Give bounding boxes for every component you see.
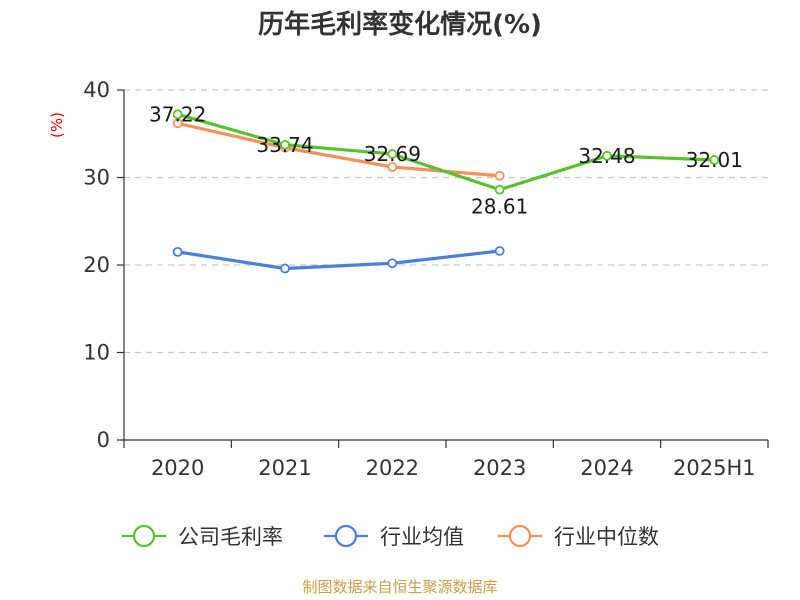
series-0	[172, 109, 720, 195]
data-point[interactable]	[280, 263, 290, 274]
data-point[interactable]	[602, 150, 612, 161]
data-point[interactable]	[280, 139, 290, 150]
y-tick-label: 40	[83, 78, 110, 102]
series-line	[177, 112, 715, 192]
data-point[interactable]	[172, 118, 183, 129]
x-tick-label: 2021	[258, 456, 311, 480]
y-tick-label: 10	[83, 341, 110, 365]
y-tick-label: 0	[97, 428, 110, 452]
legend[interactable]: 公司毛利率 行业均值 行业中位数	[122, 524, 659, 549]
series-1	[172, 246, 505, 274]
grid-lines	[124, 89, 768, 354]
legend-marker	[508, 524, 532, 548]
legend-label: 公司毛利率	[178, 525, 283, 549]
data-label: 32.01	[686, 148, 743, 172]
x-tick-label: 2020	[151, 456, 204, 480]
x-tick-label: 2023	[473, 456, 526, 480]
legend-item[interactable]: 行业中位数	[498, 524, 659, 549]
legend-item[interactable]: 行业均值	[324, 524, 464, 549]
data-point[interactable]	[387, 149, 398, 159]
data-label: 32.48	[578, 144, 635, 168]
data-label: 32.69	[364, 142, 421, 166]
data-label: 28.61	[471, 195, 528, 219]
legend-marker	[132, 524, 156, 548]
data-point[interactable]	[709, 155, 720, 165]
data-point[interactable]	[494, 170, 505, 181]
legend-label: 行业中位数	[554, 525, 659, 549]
y-axis-label: (%)	[48, 112, 66, 138]
data-point[interactable]	[494, 246, 505, 256]
data-point[interactable]	[387, 258, 398, 269]
data-point[interactable]	[387, 162, 398, 172]
legend-label: 行业均值	[380, 525, 464, 549]
y-tick-label: 20	[83, 253, 110, 277]
legend-marker	[334, 524, 358, 548]
x-tick-label: 2025H1	[673, 456, 756, 480]
data-labels: 37.22 33.74 32.69 28.61 32.48 32.01	[149, 102, 743, 218]
series-layer	[172, 109, 720, 274]
data-point[interactable]	[172, 109, 183, 120]
x-tick-label: 2022	[366, 456, 419, 480]
data-label: 37.22	[149, 102, 206, 126]
legend-item[interactable]: 公司毛利率	[122, 524, 283, 549]
data-label: 33.74	[256, 133, 313, 157]
y-tick-label: 30	[83, 166, 110, 190]
data-point[interactable]	[494, 184, 505, 195]
chart-title: 历年毛利率变化情况(%)	[258, 9, 542, 40]
axes: 0 10 20 30 40 2020 2021 2022 2023 2024 2025H1	[83, 78, 769, 480]
x-tick-label: 2024	[580, 456, 633, 480]
series-line	[177, 249, 500, 271]
data-point[interactable]	[172, 246, 183, 257]
source-note: 制图数据来自恒生聚源数据库	[302, 578, 497, 596]
